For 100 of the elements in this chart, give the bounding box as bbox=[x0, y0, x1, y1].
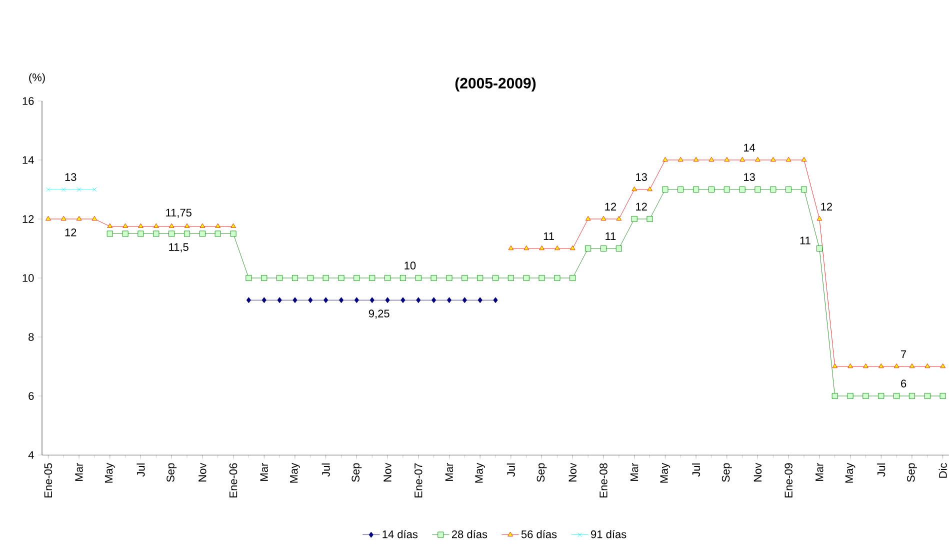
point bbox=[600, 245, 606, 252]
point bbox=[369, 274, 376, 281]
point bbox=[908, 392, 915, 399]
point bbox=[816, 216, 822, 221]
point bbox=[46, 187, 50, 192]
point bbox=[724, 186, 730, 192]
point bbox=[354, 297, 359, 304]
data-label: 11 bbox=[544, 232, 554, 240]
y-tick-label: 12 bbox=[22, 215, 34, 223]
data-label: 7 bbox=[901, 350, 906, 358]
point bbox=[322, 274, 329, 281]
y-tick-label: 8 bbox=[28, 333, 34, 341]
point bbox=[122, 230, 128, 237]
x-tick-label: Mar bbox=[630, 462, 638, 481]
point bbox=[940, 392, 946, 399]
point bbox=[184, 223, 190, 228]
point bbox=[308, 297, 313, 304]
point bbox=[400, 297, 406, 304]
x-tick-label: May bbox=[104, 462, 115, 483]
data-label: 11,75 bbox=[166, 208, 192, 218]
point bbox=[154, 223, 159, 228]
point bbox=[693, 186, 700, 192]
point bbox=[631, 216, 638, 222]
x-tick-label: May bbox=[475, 462, 485, 483]
point bbox=[909, 363, 915, 368]
point bbox=[924, 392, 930, 399]
point bbox=[292, 274, 298, 281]
point bbox=[338, 297, 344, 304]
point bbox=[739, 186, 746, 192]
point bbox=[786, 186, 792, 192]
legend-label: 91 días bbox=[591, 530, 626, 538]
point bbox=[940, 363, 946, 368]
point bbox=[539, 245, 544, 250]
x-tick-label: Jul bbox=[692, 464, 700, 477]
point bbox=[493, 297, 498, 304]
point bbox=[415, 274, 422, 281]
point bbox=[570, 274, 576, 281]
point bbox=[76, 187, 82, 192]
data-label: 13 bbox=[744, 173, 755, 181]
x-tick-label: Nov bbox=[384, 462, 392, 482]
point bbox=[524, 245, 529, 250]
x-tick-label: Jul bbox=[506, 464, 515, 477]
x-tick-label: Sep bbox=[166, 463, 177, 482]
point bbox=[416, 297, 421, 304]
point bbox=[338, 274, 344, 281]
data-label: 14 bbox=[744, 144, 756, 152]
point bbox=[446, 274, 452, 281]
point bbox=[862, 392, 869, 399]
data-label: 13 bbox=[65, 173, 76, 181]
point bbox=[924, 363, 930, 368]
point bbox=[76, 216, 82, 221]
data-label: 12 bbox=[65, 228, 76, 236]
point bbox=[878, 392, 884, 399]
point bbox=[508, 245, 514, 250]
point bbox=[60, 216, 66, 221]
point bbox=[662, 156, 668, 162]
point bbox=[106, 230, 113, 237]
y-tick-label: 10 bbox=[22, 274, 34, 282]
legend-label: 14 días bbox=[382, 530, 418, 538]
data-label: 9,25 bbox=[368, 310, 390, 319]
point bbox=[138, 230, 144, 237]
point bbox=[46, 216, 51, 221]
point bbox=[770, 156, 776, 162]
y-tick-label: 6 bbox=[28, 392, 34, 400]
point bbox=[492, 274, 499, 281]
point bbox=[307, 274, 314, 281]
x-tick-label: Mar bbox=[445, 462, 454, 481]
point bbox=[585, 245, 592, 252]
x-tick-label: Nov bbox=[198, 462, 206, 482]
point bbox=[662, 186, 668, 192]
point bbox=[324, 297, 328, 304]
point bbox=[199, 230, 206, 237]
data-label: 11 bbox=[800, 236, 810, 244]
point bbox=[107, 223, 113, 228]
x-tick-label: May bbox=[290, 462, 300, 483]
point bbox=[600, 216, 606, 221]
point bbox=[168, 223, 174, 228]
point bbox=[246, 297, 252, 304]
point bbox=[292, 297, 298, 304]
x-tick-label: Ene-09 bbox=[784, 463, 792, 498]
point bbox=[277, 297, 282, 304]
point bbox=[370, 297, 374, 304]
x-tick-label: Nov bbox=[568, 462, 576, 482]
point bbox=[184, 230, 190, 237]
data-label: 12 bbox=[821, 202, 832, 210]
point bbox=[262, 297, 266, 304]
point bbox=[153, 230, 160, 237]
point bbox=[462, 274, 468, 281]
chart-title: (2005-2009) bbox=[455, 77, 536, 92]
x-tick-label: Dic bbox=[938, 463, 947, 478]
x-tick-label: Mar bbox=[75, 462, 83, 481]
point bbox=[616, 216, 622, 221]
point bbox=[508, 274, 514, 281]
legend-label: 28 días bbox=[452, 530, 488, 538]
point bbox=[230, 230, 236, 237]
point bbox=[354, 274, 360, 281]
point bbox=[430, 274, 437, 281]
point bbox=[755, 156, 760, 162]
data-label: 12 bbox=[636, 202, 647, 210]
point bbox=[848, 363, 853, 368]
